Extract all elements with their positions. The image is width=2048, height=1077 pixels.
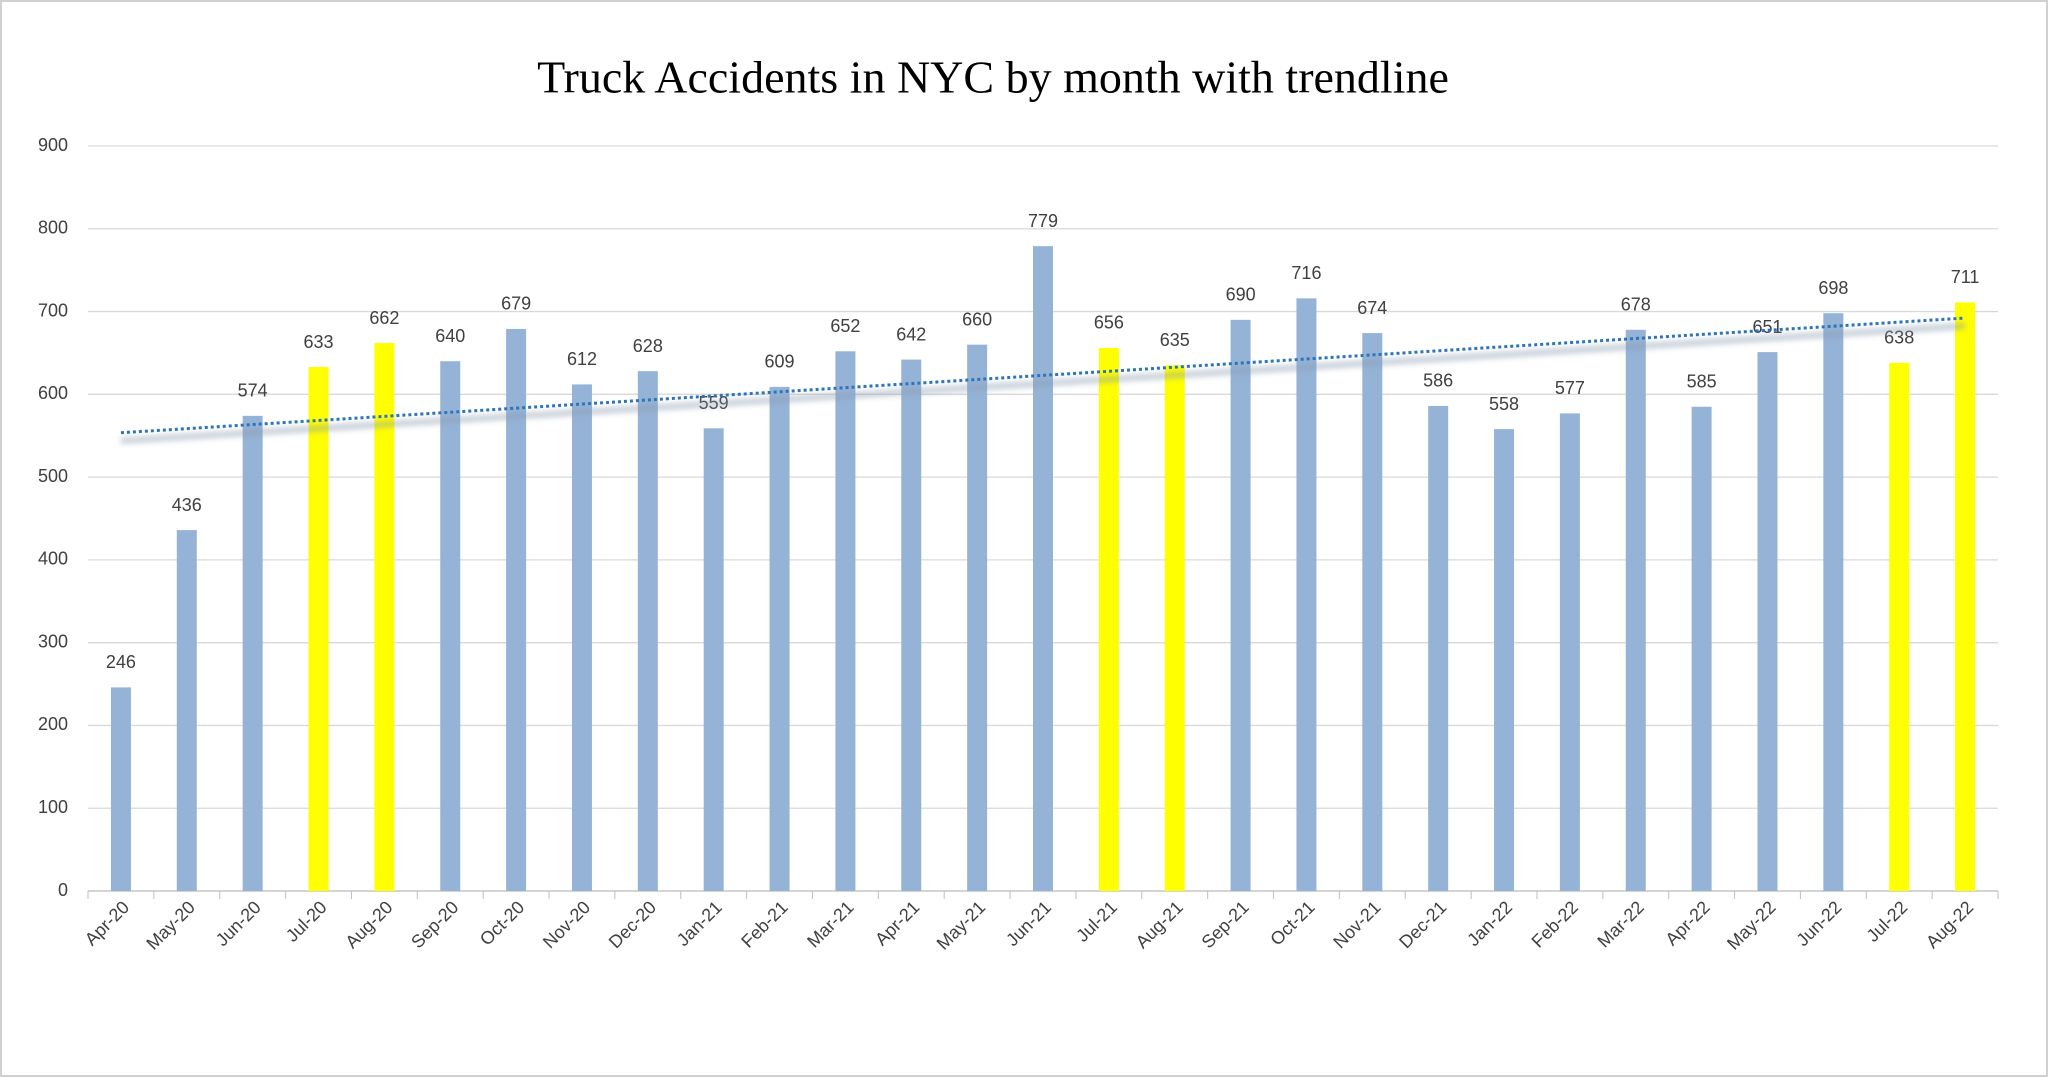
trendline bbox=[120, 316, 1966, 435]
bar bbox=[1362, 333, 1383, 892]
y-tick-label: 500 bbox=[38, 466, 68, 486]
y-tick-label: 300 bbox=[38, 631, 68, 651]
bar bbox=[1098, 347, 1119, 891]
bar bbox=[901, 359, 922, 892]
bar bbox=[967, 344, 988, 892]
bar bbox=[176, 530, 197, 891]
data-label: 574 bbox=[238, 381, 268, 401]
data-label: 711 bbox=[1951, 267, 1980, 287]
data-label: 652 bbox=[830, 316, 860, 336]
bar bbox=[835, 351, 856, 891]
bar bbox=[1230, 319, 1251, 891]
bar bbox=[242, 415, 263, 891]
bar bbox=[374, 343, 395, 891]
data-label: 577 bbox=[1555, 378, 1585, 398]
data-label: 674 bbox=[1357, 298, 1387, 318]
bar bbox=[1494, 429, 1515, 891]
y-tick-label: 700 bbox=[38, 300, 68, 320]
bar bbox=[308, 367, 329, 891]
bar bbox=[637, 371, 658, 892]
bar bbox=[1559, 413, 1580, 891]
bar bbox=[440, 361, 461, 891]
bar bbox=[1757, 352, 1778, 891]
y-tick-label: 900 bbox=[38, 135, 68, 155]
bar bbox=[506, 328, 527, 891]
y-tick-label: 600 bbox=[38, 383, 68, 403]
data-label: 436 bbox=[172, 495, 202, 515]
y-tick-label: 400 bbox=[38, 549, 68, 569]
data-label: 558 bbox=[1489, 394, 1519, 414]
bar bbox=[1428, 405, 1449, 891]
y-tick-label: 200 bbox=[38, 714, 68, 734]
bar bbox=[769, 386, 790, 891]
data-label: 628 bbox=[633, 336, 663, 356]
bar bbox=[703, 428, 724, 891]
data-label: 690 bbox=[1226, 285, 1256, 305]
bar bbox=[571, 384, 592, 891]
bar bbox=[1625, 329, 1646, 891]
data-label: 779 bbox=[1028, 211, 1058, 231]
data-label: 698 bbox=[1818, 278, 1848, 298]
data-label: 662 bbox=[369, 308, 399, 328]
bar bbox=[1691, 406, 1712, 891]
data-label: 586 bbox=[1423, 371, 1453, 391]
data-label: 678 bbox=[1621, 295, 1651, 315]
chart-title: Truck Accidents in NYC by month with tre… bbox=[537, 52, 1449, 103]
data-label: 716 bbox=[1291, 263, 1321, 283]
trendline-shadow bbox=[120, 323, 1966, 444]
y-tick-label: 800 bbox=[38, 218, 68, 238]
data-label: 635 bbox=[1160, 330, 1190, 350]
data-label: 660 bbox=[962, 309, 992, 329]
bar bbox=[1033, 246, 1053, 891]
bar bbox=[1296, 298, 1317, 891]
data-label: 651 bbox=[1752, 317, 1782, 337]
data-label: 656 bbox=[1094, 313, 1124, 333]
data-label: 642 bbox=[896, 324, 926, 344]
data-label: 612 bbox=[567, 349, 597, 369]
data-label: 246 bbox=[106, 652, 136, 672]
y-tick-label: 100 bbox=[38, 797, 68, 817]
data-label: 609 bbox=[765, 352, 795, 372]
data-label: 585 bbox=[1687, 372, 1717, 392]
data-label: 633 bbox=[303, 332, 333, 352]
bar bbox=[110, 687, 131, 891]
y-tick-label: 0 bbox=[58, 880, 68, 900]
bar bbox=[1889, 362, 1910, 891]
bar bbox=[1823, 313, 1844, 891]
data-label: 640 bbox=[435, 326, 465, 346]
data-label: 679 bbox=[501, 294, 531, 314]
bar bbox=[1955, 302, 1976, 891]
bar bbox=[1164, 365, 1185, 892]
